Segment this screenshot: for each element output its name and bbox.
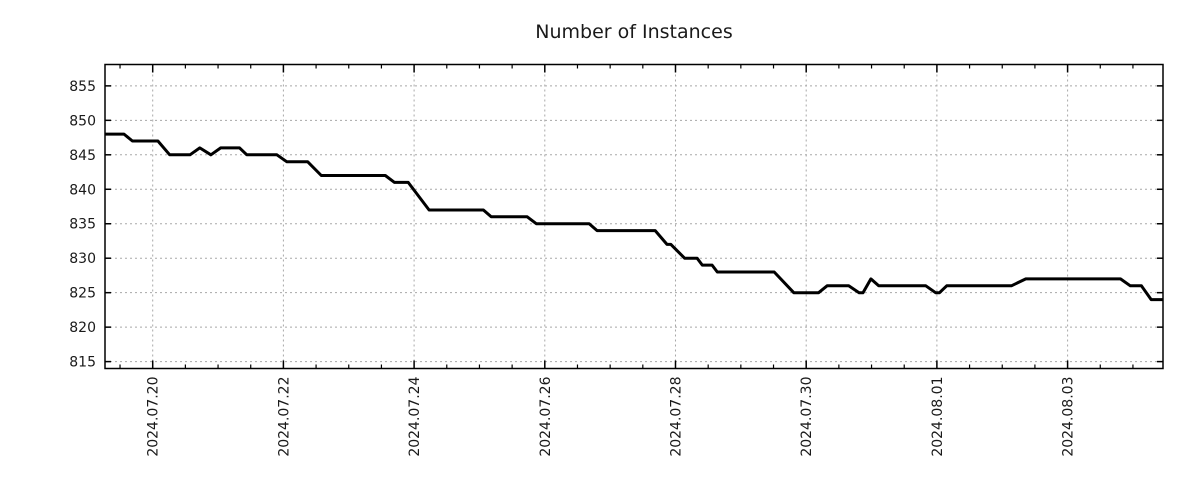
x-tick-labels: 2024.07.20 2024.07.22 2024.07.24 2024.07.26…	[146, 376, 1077, 456]
x-tick-label: 2024.07.24	[407, 376, 423, 456]
y-tick-label: 845	[69, 148, 96, 164]
x-tick-label: 2024.07.20	[146, 377, 162, 457]
y-tick-label: 815	[69, 355, 96, 371]
axes	[104, 63, 1164, 370]
chart-title: Number of Instances	[535, 21, 732, 43]
y-tick-label: 825	[69, 286, 96, 302]
x-tick-label: 2024.07.30	[799, 377, 815, 457]
y-tick-label: 835	[69, 217, 96, 233]
y-tick-labels: 815 820 825 830 835 840 845 850 855	[69, 79, 96, 371]
y-tick-label: 820	[69, 320, 96, 336]
x-tick-label: 2024.08.01	[930, 377, 946, 457]
x-tick-label: 2024.08.03	[1061, 377, 1077, 457]
y-tick-label: 840	[69, 182, 96, 198]
series-instances	[105, 132, 1163, 302]
data-line	[105, 132, 1163, 302]
grid-lines	[105, 64, 1163, 369]
y-tick-label: 850	[69, 113, 96, 129]
x-tick-label: 2024.07.26	[538, 376, 554, 456]
y-tick-label: 855	[69, 79, 96, 95]
x-tick-label: 2024.07.28	[668, 377, 684, 457]
plot-border	[104, 63, 1164, 370]
x-tick-label: 2024.07.22	[276, 377, 292, 457]
y-tick-label: 830	[69, 251, 96, 267]
